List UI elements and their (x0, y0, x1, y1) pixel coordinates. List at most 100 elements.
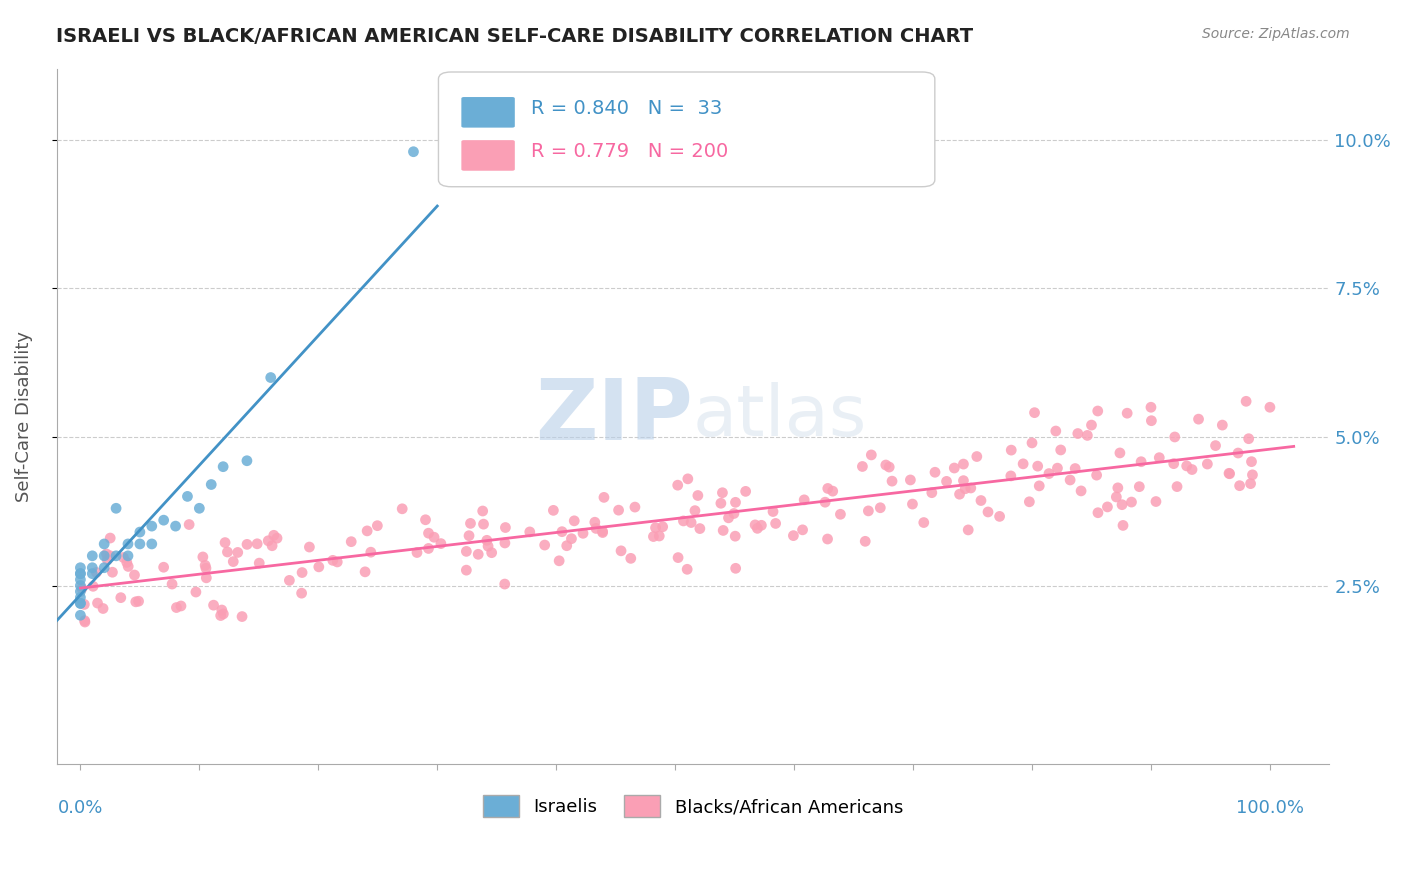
Point (1219, 467, 1241, 481)
Point (952, 474, 974, 488)
Point (406, 545, 429, 559)
Point (1038, 467, 1060, 481)
Point (236, 454, 259, 468)
Point (69, 573, 91, 587)
Point (583, 515, 606, 529)
Point (354, 565, 377, 579)
Point (957, 523, 980, 537)
Point (666, 550, 689, 565)
Point (977, 505, 1000, 519)
Point (1239, 476, 1261, 491)
Point (475, 533, 498, 548)
Point (69, 560, 91, 574)
Point (648, 529, 671, 543)
Point (160, 577, 183, 591)
Point (935, 475, 957, 489)
Point (1258, 401, 1281, 415)
Text: 100.0%: 100.0% (1236, 798, 1303, 816)
Point (69, 608, 91, 623)
Point (683, 503, 706, 517)
Point (124, 568, 146, 582)
Point (762, 504, 785, 518)
Point (152, 513, 174, 527)
Point (194, 558, 217, 573)
Text: R = 0.840   N =  33: R = 0.840 N = 33 (531, 99, 723, 118)
Point (1049, 442, 1071, 457)
Point (1085, 468, 1108, 483)
Point (875, 458, 897, 472)
Point (1059, 473, 1081, 487)
Point (560, 532, 582, 546)
Point (869, 500, 891, 515)
Text: atlas: atlas (693, 382, 868, 450)
Point (82, 579, 104, 593)
Point (322, 553, 344, 567)
Point (418, 541, 440, 556)
Point (1240, 455, 1263, 469)
Point (711, 524, 734, 538)
Point (877, 460, 900, 475)
Point (82, 549, 104, 563)
Point (970, 493, 993, 508)
Point (1181, 462, 1204, 476)
Point (1175, 458, 1198, 473)
Point (467, 547, 489, 561)
Point (195, 571, 218, 585)
Point (73, 615, 96, 629)
Point (214, 535, 236, 549)
Point (326, 555, 349, 569)
Point (165, 519, 187, 533)
Point (82, 566, 104, 581)
Point (1087, 404, 1109, 418)
Point (263, 528, 285, 542)
Point (1140, 414, 1163, 428)
Point (1197, 457, 1219, 471)
Point (1205, 439, 1227, 453)
Point (209, 608, 232, 623)
Point (901, 497, 924, 511)
Point (1149, 450, 1171, 465)
Point (643, 530, 665, 544)
Point (98, 549, 121, 563)
Text: R = 0.779   N = 200: R = 0.779 N = 200 (531, 142, 728, 161)
Point (117, 549, 139, 563)
Point (1116, 406, 1139, 420)
Point (921, 485, 943, 500)
FancyBboxPatch shape (439, 72, 935, 186)
Point (128, 537, 150, 551)
Point (717, 511, 740, 525)
Point (988, 509, 1011, 524)
Point (860, 448, 883, 462)
Point (1241, 467, 1264, 482)
Point (676, 472, 699, 486)
Point (105, 501, 128, 516)
Point (96, 547, 118, 561)
Point (1064, 461, 1087, 475)
Point (458, 529, 481, 543)
Point (1067, 426, 1090, 441)
Point (548, 554, 571, 568)
Point (585, 521, 607, 535)
Point (360, 545, 382, 559)
Point (724, 529, 747, 543)
Point (747, 521, 769, 535)
Point (724, 495, 747, 509)
Point (236, 537, 259, 551)
Point (1012, 457, 1035, 471)
Point (1140, 401, 1163, 415)
Y-axis label: Self-Care Disability: Self-Care Disability (15, 331, 32, 501)
Point (128, 594, 150, 608)
Point (125, 595, 148, 609)
Point (943, 461, 966, 475)
Point (257, 533, 280, 548)
Point (782, 528, 804, 542)
Point (73, 614, 96, 628)
Point (1000, 443, 1022, 458)
Point (105, 549, 128, 563)
Point (572, 526, 595, 541)
Point (686, 488, 709, 502)
Point (430, 536, 453, 550)
Point (391, 501, 413, 516)
Point (1107, 481, 1129, 495)
Point (247, 556, 270, 570)
